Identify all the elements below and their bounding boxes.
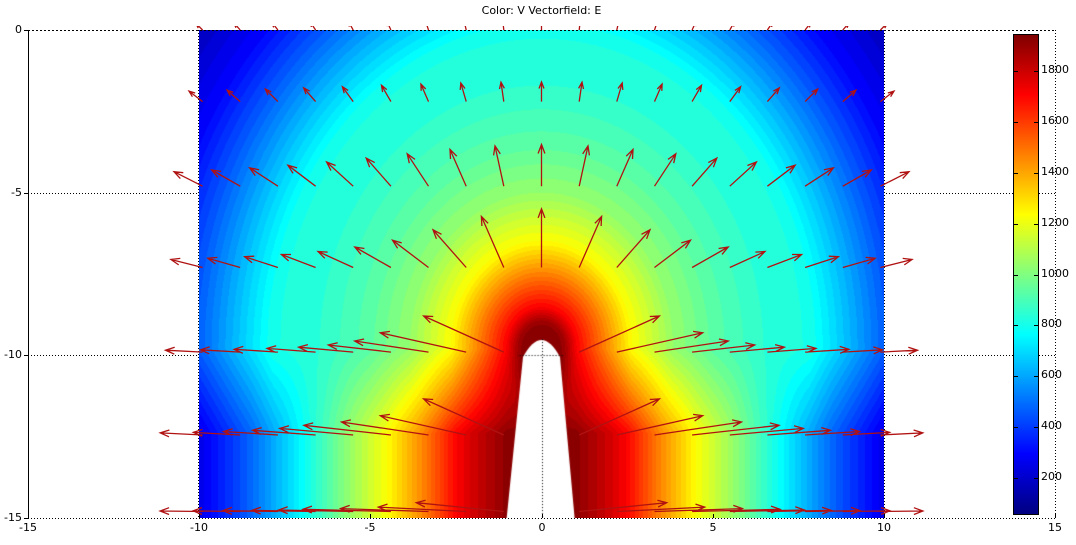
axis-left: [28, 30, 29, 519]
x-tick-label--10: -10: [190, 521, 208, 534]
grid-line-x10: [884, 30, 885, 518]
colorbar-gradient: [1014, 35, 1038, 514]
x-tick-label-0: 0: [538, 521, 546, 534]
colorbar-tick-left-1600: [1014, 122, 1018, 123]
colorbar-tick-left-1000: [1014, 275, 1018, 276]
axis-bottom-edge: [28, 518, 1055, 519]
colorbar-tick-label-600: 600: [1041, 368, 1062, 381]
x-tick-5: [713, 514, 714, 518]
axis-top-edge: [28, 30, 1055, 31]
colorbar-tick-right-400: [1034, 427, 1038, 428]
quiver-clip: [28, 26, 1055, 521]
y-tick--15: [24, 518, 28, 519]
colorbar-tick-right-200: [1034, 478, 1038, 479]
colorbar-tick-right-1000: [1034, 275, 1038, 276]
colorbar-tick-right-1800: [1034, 71, 1038, 72]
colorbar-tick-left-1800: [1014, 71, 1018, 72]
colorbar-tick-label-200: 200: [1041, 470, 1062, 483]
colorbar-tick-label-400: 400: [1041, 419, 1062, 432]
x-tick-label--5: -5: [364, 521, 376, 534]
colorbar: [1013, 34, 1039, 515]
x-tick-label-15: 15: [1048, 521, 1062, 534]
x-tick-label-10: 10: [877, 521, 891, 534]
y-tick-label--10: -10: [4, 348, 22, 361]
colorbar-tick-left-800: [1014, 325, 1018, 326]
x-tick--10: [199, 514, 200, 518]
x-tick-label--15: -15: [19, 521, 37, 534]
y-tick-label--15: -15: [4, 511, 22, 524]
y-tick-0: [24, 30, 28, 31]
x-tick-0: [542, 514, 543, 518]
quiver-arrows: [158, 26, 925, 516]
y-tick--5: [24, 193, 28, 194]
colorbar-tick-left-600: [1014, 376, 1018, 377]
colorbar-tick-right-1200: [1034, 224, 1038, 225]
contour-canvas: [199, 30, 884, 518]
grid-line-x-10: [198, 30, 199, 518]
y-tick-label--5: -5: [11, 186, 22, 199]
axis-right-edge: [1055, 30, 1056, 518]
colorbar-tick-right-1400: [1034, 173, 1038, 174]
y-tick-label-0: 0: [15, 23, 22, 36]
y-tick--10: [24, 355, 28, 356]
x-tick--5: [370, 514, 371, 518]
x-tick-label-5: 5: [709, 521, 717, 534]
quiver-layer: [158, 26, 925, 516]
plot-title: Color: V Vectorfield: E: [481, 4, 602, 17]
colorbar-tick-right-800: [1034, 325, 1038, 326]
colorbar-tick-left-1400: [1014, 173, 1018, 174]
colorbar-tick-right-1600: [1034, 122, 1038, 123]
colorbar-tick-left-1200: [1014, 224, 1018, 225]
x-tick-10: [884, 514, 885, 518]
colorbar-tick-label-800: 800: [1041, 317, 1062, 330]
colorbar-tick-right-600: [1034, 376, 1038, 377]
x-tick--15: [28, 514, 29, 518]
colorbar-tick-left-400: [1014, 427, 1018, 428]
colorbar-tick-left-200: [1014, 478, 1018, 479]
